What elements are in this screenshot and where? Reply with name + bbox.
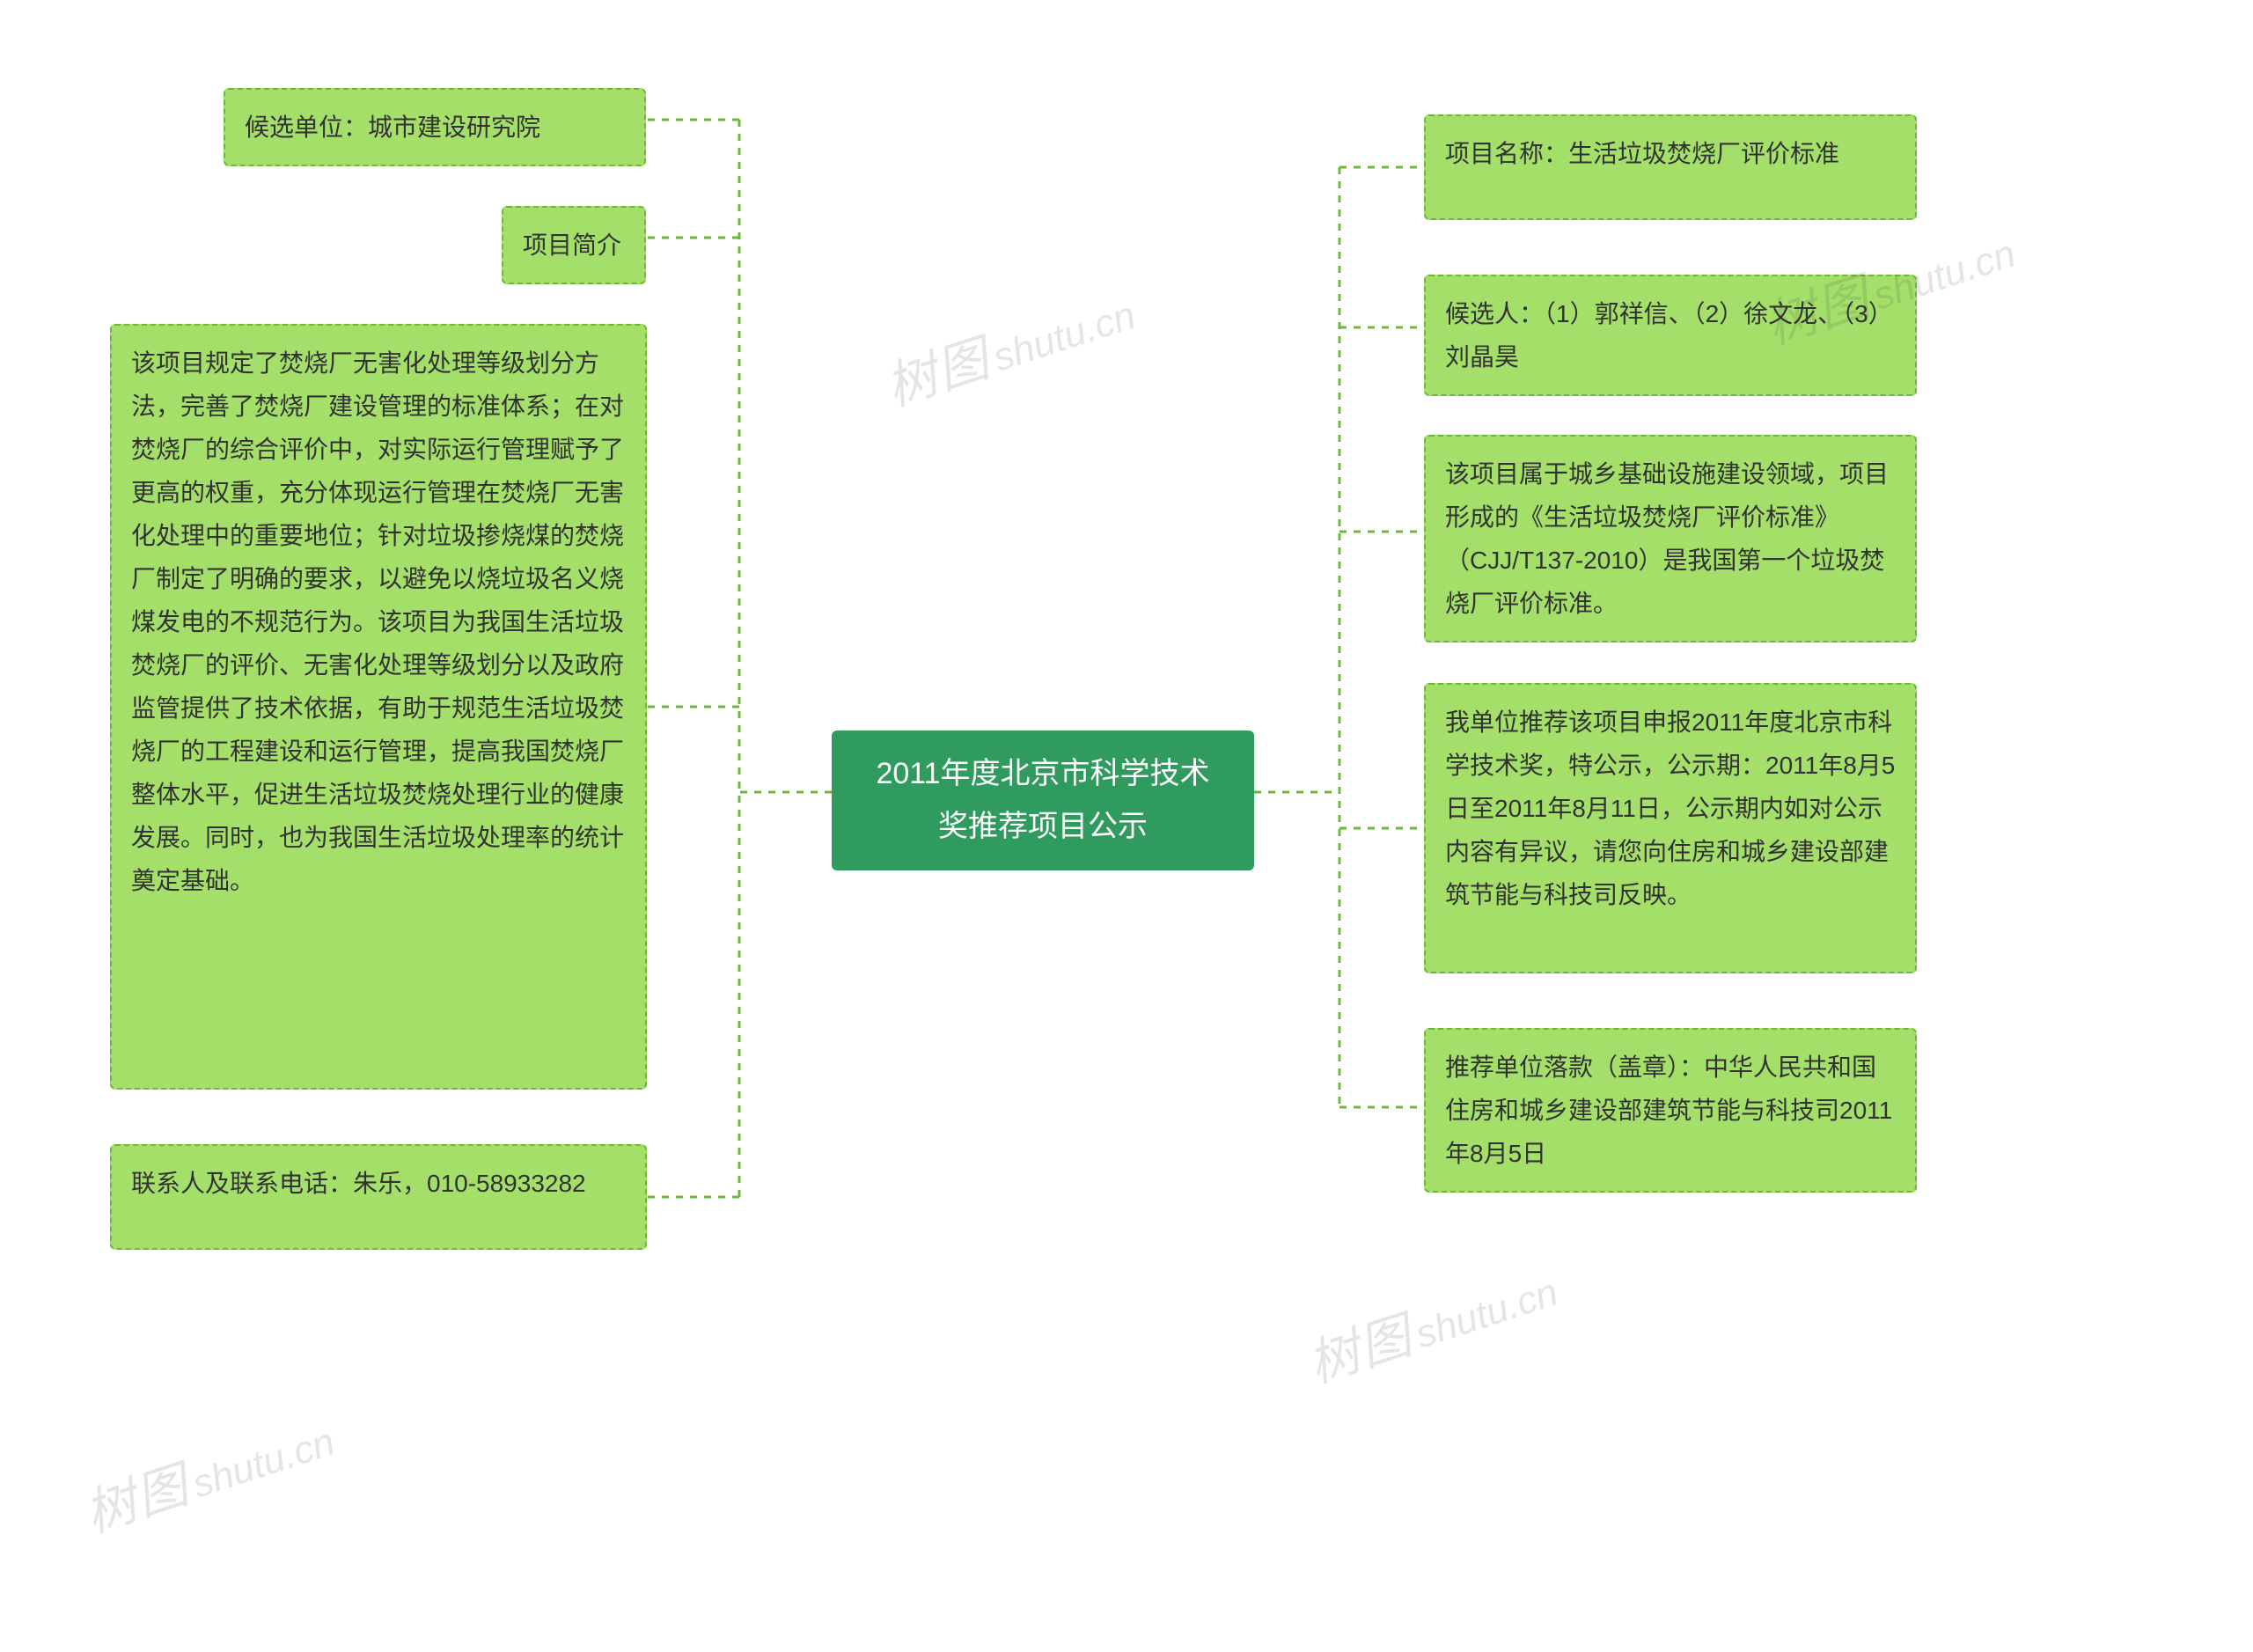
text: 该项目规定了焚烧厂无害化处理等级划分方法，完善了焚烧厂建设管理的标准体系；在对焚… [131,349,624,894]
node-contact: 联系人及联系电话：朱乐，010-58933282 [110,1144,647,1250]
text: 候选人：（1）郭祥信、（2）徐文龙、（3）刘晶昊 [1445,300,1893,371]
node-candidates: 候选人：（1）郭祥信、（2）徐文龙、（3）刘晶昊 [1424,275,1917,396]
node-project-field: 该项目属于城乡基础设施建设领域，项目形成的《生活垃圾焚烧厂评价标准》（CJJ/T… [1424,435,1917,642]
node-seal: 推荐单位落款（盖章）：中华人民共和国住房和城乡建设部建筑节能与科技司2011年8… [1424,1028,1917,1193]
wm-cn: 树图 [1302,1306,1420,1393]
text: 推荐单位落款（盖章）：中华人民共和国住房和城乡建设部建筑节能与科技司2011年8… [1445,1054,1892,1167]
text: 候选单位：城市建设研究院 [245,114,540,141]
watermark: 树图shutu.cn [875,270,1142,420]
wm-en: shutu.cn [187,1421,340,1507]
node-description: 该项目规定了焚烧厂无害化处理等级划分方法，完善了焚烧厂建设管理的标准体系；在对焚… [110,324,647,1090]
node-candidate-unit: 候选单位：城市建设研究院 [224,88,646,166]
node-project-name: 项目名称：生活垃圾焚烧厂评价标准 [1424,114,1917,220]
node-project-brief: 项目简介 [502,206,646,284]
text: 联系人及联系电话：朱乐，010-58933282 [131,1170,586,1197]
wm-en: shutu.cn [988,294,1141,380]
node-announcement: 我单位推荐该项目申报2011年度北京市科学技术奖，特公示，公示期：2011年8月… [1424,683,1917,973]
text: 我单位推荐该项目申报2011年度北京市科学技术奖，特公示，公示期：2011年8月… [1445,709,1895,908]
wm-cn: 树图 [78,1456,196,1543]
text: 该项目属于城乡基础设施建设领域，项目形成的《生活垃圾焚烧厂评价标准》（CJJ/T… [1445,460,1889,617]
center-line1: 2011年度北京市科学技术 [853,748,1233,801]
wm-en: shutu.cn [1411,1271,1563,1357]
center-node: 2011年度北京市科学技术 奖推荐项目公示 [832,731,1254,870]
text: 项目名称：生活垃圾焚烧厂评价标准 [1445,140,1839,167]
text: 项目简介 [523,231,621,259]
center-line2: 奖推荐项目公示 [853,801,1233,854]
watermark: 树图shutu.cn [74,1397,341,1546]
wm-cn: 树图 [879,329,997,416]
watermark: 树图shutu.cn [1297,1247,1565,1397]
